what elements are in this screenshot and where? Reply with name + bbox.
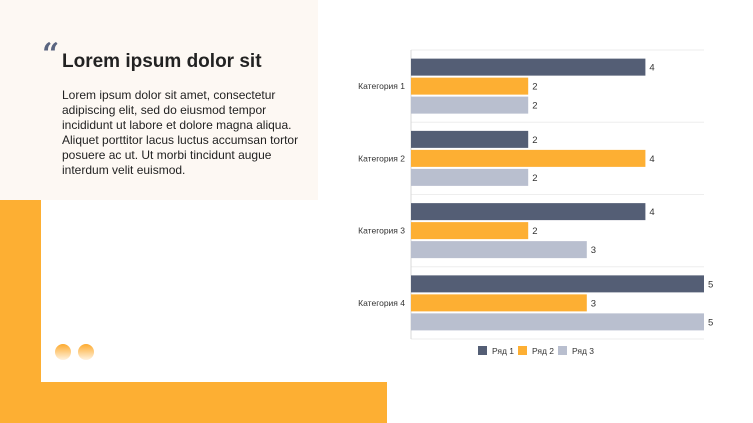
orange-accent-bottom bbox=[0, 382, 387, 423]
data-label: 3 bbox=[591, 245, 596, 256]
quote-title: Lorem ipsum dolor sit bbox=[62, 51, 262, 72]
bar bbox=[411, 96, 529, 114]
legend-label: Ряд 1 bbox=[492, 346, 514, 356]
data-label: 2 bbox=[532, 101, 537, 112]
data-label: 4 bbox=[649, 63, 654, 74]
bar bbox=[411, 313, 704, 331]
data-label: 2 bbox=[532, 173, 537, 184]
data-label: 5 bbox=[708, 317, 713, 328]
data-label: 4 bbox=[649, 154, 654, 165]
legend-swatch bbox=[558, 346, 567, 355]
category-label: Категория 1 bbox=[358, 81, 405, 91]
bar bbox=[411, 222, 529, 240]
decorative-dot bbox=[55, 344, 71, 360]
bar bbox=[411, 203, 646, 221]
bar bbox=[411, 130, 529, 148]
category-label: Категория 3 bbox=[358, 226, 405, 236]
bar bbox=[411, 241, 587, 259]
data-label: 2 bbox=[532, 135, 537, 146]
quote-background bbox=[0, 0, 318, 200]
bar bbox=[411, 168, 529, 186]
bar bbox=[411, 77, 529, 95]
category-label: Категория 4 bbox=[358, 298, 405, 308]
decorative-dot bbox=[78, 344, 94, 360]
data-label: 2 bbox=[532, 226, 537, 237]
quote-body: Lorem ipsum dolor sit amet, consectetur … bbox=[62, 88, 299, 177]
legend-swatch bbox=[478, 346, 487, 355]
legend-label: Ряд 3 bbox=[572, 346, 594, 356]
quote-icon: “ bbox=[42, 37, 60, 72]
bar bbox=[411, 275, 704, 293]
data-label: 4 bbox=[649, 207, 654, 218]
bar bbox=[411, 294, 587, 312]
category-label: Категория 2 bbox=[358, 153, 405, 163]
data-label: 3 bbox=[591, 298, 596, 309]
bar bbox=[411, 149, 646, 167]
legend-swatch bbox=[518, 346, 527, 355]
legend-label: Ряд 2 bbox=[532, 346, 554, 356]
data-label: 5 bbox=[708, 279, 713, 290]
data-label: 2 bbox=[532, 82, 537, 93]
bar bbox=[411, 58, 646, 76]
